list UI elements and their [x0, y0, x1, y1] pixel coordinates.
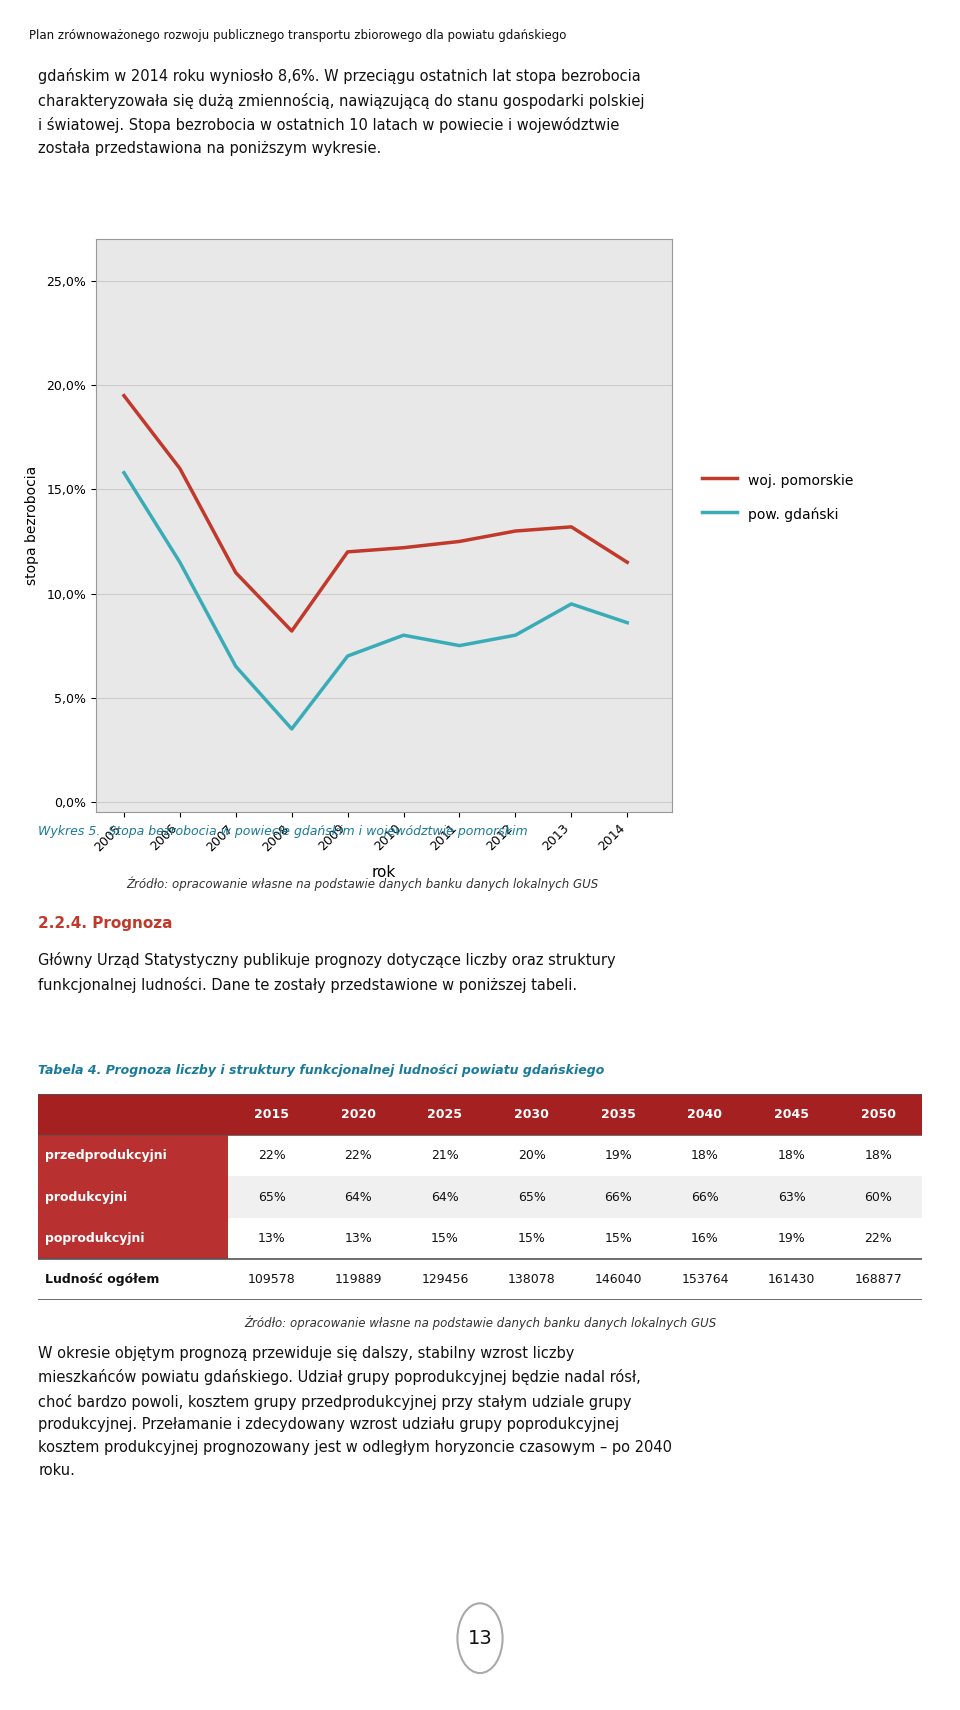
Text: Ludność ogółem: Ludność ogółem [45, 1272, 160, 1286]
Text: 18%: 18% [691, 1149, 719, 1163]
X-axis label: rok: rok [372, 865, 396, 881]
Text: 2015: 2015 [254, 1108, 289, 1122]
Text: Plan zrównoważonego rozwoju publicznego transportu zbiorowego dla powiatu gdańsk: Plan zrównoważonego rozwoju publicznego … [29, 29, 566, 43]
Text: 21%: 21% [431, 1149, 459, 1163]
Text: Tabela 4. Prognoza liczby i struktury funkcjonalnej ludności powiatu gdańskiego: Tabela 4. Prognoza liczby i struktury fu… [38, 1064, 605, 1077]
Text: 64%: 64% [345, 1190, 372, 1204]
Text: przedprodukcyjni: przedprodukcyjni [45, 1149, 167, 1163]
Bar [38, 1176, 922, 1218]
Text: 64%: 64% [431, 1190, 459, 1204]
Text: 109578: 109578 [248, 1272, 296, 1286]
Bar [38, 1218, 922, 1259]
Bar [38, 1218, 228, 1259]
Text: 129456: 129456 [421, 1272, 468, 1286]
Text: 119889: 119889 [334, 1272, 382, 1286]
Text: 66%: 66% [605, 1190, 632, 1204]
Text: 13%: 13% [345, 1231, 372, 1245]
Text: W okresie objętym prognozą przewiduje się dalszy, stabilny wzrost liczby
mieszka: W okresie objętym prognozą przewiduje si… [38, 1346, 672, 1477]
Text: gdańskim w 2014 roku wyniosło 8,6%. W przeciągu ostatnich lat stopa bezrobocia
c: gdańskim w 2014 roku wyniosło 8,6%. W pr… [38, 68, 645, 156]
Text: 146040: 146040 [594, 1272, 642, 1286]
Text: 13%: 13% [257, 1231, 285, 1245]
Text: 13: 13 [468, 1628, 492, 1648]
Text: 60%: 60% [864, 1190, 892, 1204]
Bar [38, 1135, 922, 1176]
Text: 2045: 2045 [774, 1108, 809, 1122]
Text: 2030: 2030 [515, 1108, 549, 1122]
Legend: woj. pomorskie, pow. gdański: woj. pomorskie, pow. gdański [702, 472, 853, 523]
Text: 63%: 63% [778, 1190, 805, 1204]
Text: 18%: 18% [864, 1149, 892, 1163]
Text: Źródło: opracowanie własne na podstawie danych banku danych lokalnych GUS: Źródło: opracowanie własne na podstawie … [127, 877, 599, 891]
Text: 65%: 65% [517, 1190, 545, 1204]
Y-axis label: stopa bezrobocia: stopa bezrobocia [26, 467, 39, 585]
Text: 22%: 22% [345, 1149, 372, 1163]
Text: 15%: 15% [605, 1231, 633, 1245]
Text: 22%: 22% [864, 1231, 892, 1245]
Text: 20%: 20% [517, 1149, 545, 1163]
Text: poprodukcyjni: poprodukcyjni [45, 1231, 145, 1245]
Bar [38, 1094, 922, 1135]
Text: 168877: 168877 [854, 1272, 902, 1286]
Bar [38, 1176, 228, 1218]
Text: produkcyjni: produkcyjni [45, 1190, 128, 1204]
Text: 15%: 15% [517, 1231, 545, 1245]
Text: 19%: 19% [778, 1231, 805, 1245]
Text: Główny Urząd Statystyczny publikuje prognozy dotyczące liczby oraz struktury
fun: Główny Urząd Statystyczny publikuje prog… [38, 952, 616, 994]
Text: Źródło: opracowanie własne na podstawie danych banku danych lokalnych GUS: Źródło: opracowanie własne na podstawie … [244, 1315, 716, 1330]
Text: 2.2.4. Prognoza: 2.2.4. Prognoza [38, 917, 173, 930]
Bar [38, 1259, 922, 1300]
Bar [38, 1135, 228, 1176]
Text: 2020: 2020 [341, 1108, 375, 1122]
Text: 22%: 22% [257, 1149, 285, 1163]
Text: 138078: 138078 [508, 1272, 556, 1286]
Text: Wykres 5.  Stopa bezrobocia w powiecie gdańskim i województwie pomorskim: Wykres 5. Stopa bezrobocia w powiecie gd… [38, 826, 528, 838]
Text: 153764: 153764 [682, 1272, 729, 1286]
Text: 161430: 161430 [768, 1272, 815, 1286]
Text: 18%: 18% [778, 1149, 805, 1163]
Text: 16%: 16% [691, 1231, 719, 1245]
Text: 15%: 15% [431, 1231, 459, 1245]
Ellipse shape [457, 1604, 503, 1672]
Text: 66%: 66% [691, 1190, 719, 1204]
Text: 65%: 65% [257, 1190, 285, 1204]
Text: 2040: 2040 [687, 1108, 723, 1122]
Text: 19%: 19% [605, 1149, 632, 1163]
Text: 2025: 2025 [427, 1108, 463, 1122]
Text: 2035: 2035 [601, 1108, 636, 1122]
Text: 2050: 2050 [861, 1108, 896, 1122]
